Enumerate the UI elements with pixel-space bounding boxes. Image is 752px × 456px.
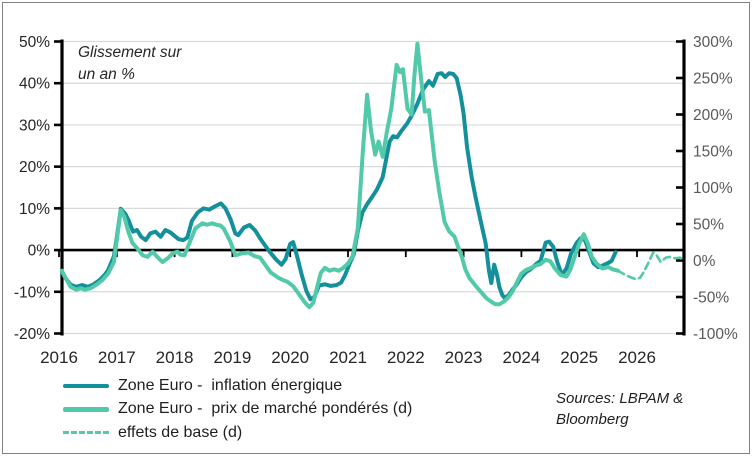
- svg-text:2021: 2021: [329, 348, 367, 367]
- svg-text:200%: 200%: [693, 107, 733, 124]
- svg-text:2025: 2025: [560, 348, 598, 367]
- svg-text:2026: 2026: [618, 348, 656, 367]
- svg-text:2020: 2020: [271, 348, 309, 367]
- svg-text:150%: 150%: [693, 144, 733, 161]
- legend-item: Zone Euro - prix de marché pondérés (d): [63, 398, 412, 422]
- svg-text:-50%: -50%: [693, 290, 729, 307]
- svg-text:250%: 250%: [693, 71, 733, 88]
- svg-text:2019: 2019: [213, 348, 251, 367]
- svg-text:20%: 20%: [19, 159, 50, 176]
- legend-line-swatch-solid-light: [63, 407, 109, 412]
- legend-line-swatch-solid-dark: [63, 383, 109, 388]
- legend-line-swatch-dashed: [63, 431, 109, 435]
- annotation-line1: Glissement sur: [78, 44, 182, 61]
- chart-legend: Zone Euro - inflation énergique Zone Eur…: [63, 374, 412, 445]
- legend-item: Zone Euro - inflation énergique: [63, 374, 412, 398]
- svg-text:2023: 2023: [445, 348, 483, 367]
- svg-text:2024: 2024: [502, 348, 540, 367]
- svg-text:30%: 30%: [19, 117, 50, 134]
- legend-label: Zone Euro - inflation énergique: [118, 376, 343, 394]
- svg-text:0%: 0%: [28, 243, 51, 260]
- svg-text:100%: 100%: [693, 180, 733, 197]
- svg-text:2018: 2018: [156, 348, 194, 367]
- svg-text:0%: 0%: [693, 253, 716, 270]
- svg-text:10%: 10%: [19, 201, 50, 218]
- legend-label: Zone Euro - prix de marché pondérés (d): [118, 400, 413, 418]
- svg-text:300%: 300%: [693, 34, 733, 51]
- svg-text:50%: 50%: [19, 34, 50, 51]
- svg-text:-10%: -10%: [14, 284, 50, 301]
- sources-line2: Bloomberg: [556, 411, 629, 428]
- axis-unit-annotation: Glissement sur un an %: [78, 42, 181, 86]
- legend-item: effets de base (d): [63, 421, 412, 445]
- svg-text:2022: 2022: [387, 348, 425, 367]
- svg-text:2017: 2017: [98, 348, 136, 367]
- svg-text:-100%: -100%: [693, 326, 738, 343]
- svg-text:2016: 2016: [40, 348, 78, 367]
- svg-text:50%: 50%: [693, 217, 724, 234]
- svg-text:-20%: -20%: [14, 326, 50, 343]
- legend-label: effets de base (d): [118, 423, 243, 441]
- annotation-line2: un an %: [78, 66, 135, 83]
- svg-text:40%: 40%: [19, 76, 50, 93]
- sources-note: Sources: LBPAM & Bloomberg: [556, 388, 716, 430]
- sources-line1: Sources: LBPAM &: [556, 390, 684, 407]
